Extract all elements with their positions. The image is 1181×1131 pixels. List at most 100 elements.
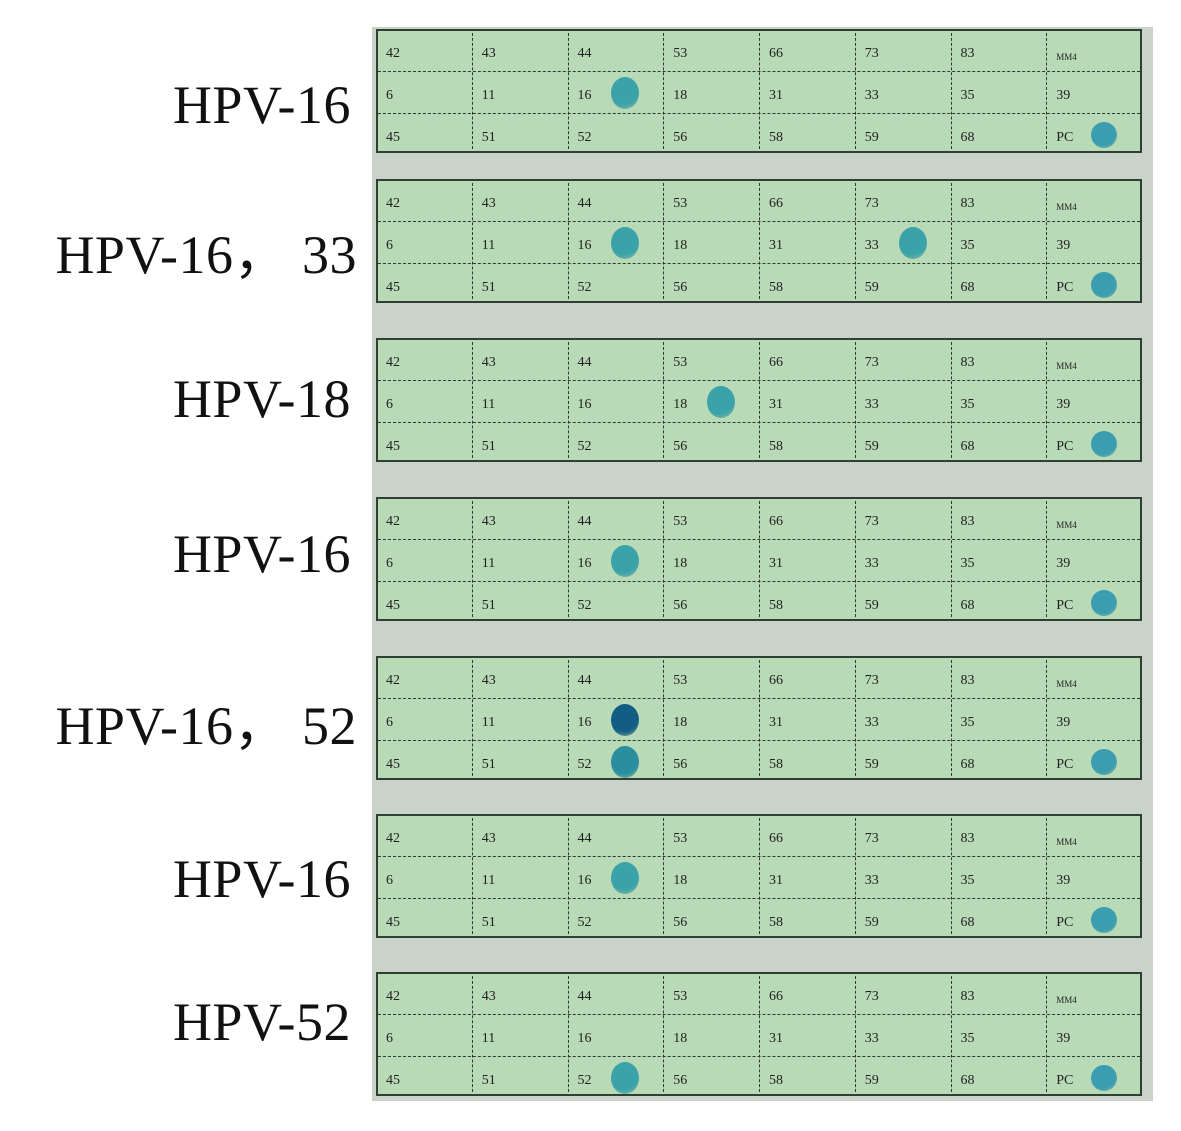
cell-label: 83 <box>960 989 975 1004</box>
cell-label: 16 <box>577 715 592 730</box>
cell-label: 45 <box>386 280 400 295</box>
grid-line <box>854 183 856 299</box>
cell-label: 58 <box>769 280 783 295</box>
cell-label: 51 <box>481 439 496 454</box>
grid-line <box>950 818 952 934</box>
grid-line <box>471 183 473 299</box>
cell-label: 31 <box>769 715 783 730</box>
cell-label: 33 <box>864 873 879 888</box>
cell-label: 59 <box>864 598 879 613</box>
control-spot <box>1091 907 1118 933</box>
cell-label: 11 <box>481 397 496 412</box>
grid-line <box>950 33 952 149</box>
cell-label: 31 <box>769 88 783 103</box>
cell-label: 33 <box>864 1031 879 1046</box>
cell-label: 16 <box>577 397 592 412</box>
cell-label: 58 <box>769 915 783 930</box>
cell-label: 66 <box>769 673 783 688</box>
cell-label: 44 <box>577 196 592 211</box>
grid-line <box>471 33 473 149</box>
cell-label: PC <box>1056 1073 1074 1088</box>
cell-label: 18 <box>673 88 688 103</box>
cell-label: 11 <box>481 88 496 103</box>
cell-label: 39 <box>1056 88 1071 103</box>
cell-label: 53 <box>673 514 688 529</box>
grid-line <box>950 976 952 1092</box>
cell-label: 73 <box>864 514 879 529</box>
cell-label: 56 <box>673 439 688 454</box>
cell-label: 43 <box>481 46 496 61</box>
cell-label: 56 <box>673 915 688 930</box>
cell-label: 16 <box>577 238 592 253</box>
cell-label: 59 <box>864 915 879 930</box>
cell-label: 42 <box>386 514 400 529</box>
cell-label: 53 <box>673 46 688 61</box>
control-spot <box>1091 749 1118 775</box>
cell-label: 31 <box>769 397 783 412</box>
cell-label: PC <box>1056 598 1074 613</box>
cell-label: 68 <box>960 757 975 772</box>
cell-label: 39 <box>1056 397 1071 412</box>
cell-label: 59 <box>864 280 879 295</box>
grid-line <box>854 501 856 617</box>
cell-label: 43 <box>481 831 496 846</box>
cell-label: 6 <box>386 873 393 888</box>
grid-line <box>471 818 473 934</box>
grid-line <box>663 501 665 617</box>
cell-label: 39 <box>1056 1031 1071 1046</box>
test-strip: 42 43 44 53 66 73 83 MM4 6 11 16 18 31 33 35 39 45 51 52 56… <box>376 972 1142 1096</box>
grid-line <box>759 501 760 617</box>
cell-label: 6 <box>386 556 393 571</box>
cell-label: 51 <box>481 1073 496 1088</box>
positive-spot <box>611 1062 640 1094</box>
positive-spot <box>611 862 640 894</box>
cell-label: 6 <box>386 238 393 253</box>
grid-line <box>663 183 665 299</box>
grid-line <box>471 342 473 458</box>
cell-label: MM4 <box>1056 520 1077 530</box>
cell-label: 31 <box>769 238 783 253</box>
grid-line <box>663 976 665 1092</box>
cell-label: 11 <box>481 556 496 571</box>
cell-label: 43 <box>481 196 496 211</box>
cell-label: 68 <box>960 439 975 454</box>
cell-label: 33 <box>864 715 879 730</box>
grid-line <box>950 183 952 299</box>
cell-label: 83 <box>960 196 975 211</box>
cell-label: 43 <box>481 355 496 370</box>
sample-label: HPV-16， 52 <box>55 696 357 756</box>
cell-label: 31 <box>769 556 783 571</box>
cell-label: 18 <box>673 238 688 253</box>
grid-line <box>567 183 569 299</box>
cell-label: 6 <box>386 88 393 103</box>
grid-line <box>759 818 760 934</box>
cell-label: 58 <box>769 598 783 613</box>
strip-panel: 42 43 44 53 66 73 83 MM4 6 11 16 18 31 33 35 39 45 51 52 56… <box>372 27 1153 1101</box>
cell-label: 52 <box>577 1073 592 1088</box>
grid-line <box>1046 818 1048 934</box>
grid-line <box>1046 33 1048 149</box>
cell-label: 52 <box>577 915 592 930</box>
cell-label: 51 <box>481 757 496 772</box>
grid-line <box>567 501 569 617</box>
sample-label: HPV-16 <box>172 849 351 909</box>
cell-label: 11 <box>481 1031 496 1046</box>
grid-line <box>567 33 569 149</box>
cell-label: 45 <box>386 130 400 145</box>
cell-label: 35 <box>960 556 975 571</box>
grid-line <box>1046 183 1048 299</box>
cell-label: 83 <box>960 514 975 529</box>
cell-label: 52 <box>577 280 592 295</box>
grid-line <box>567 976 569 1092</box>
sample-label: HPV-52 <box>172 992 351 1052</box>
cell-label: 44 <box>577 355 592 370</box>
cell-label: MM4 <box>1056 202 1077 212</box>
grid-line <box>759 342 760 458</box>
cell-label: 35 <box>960 1031 975 1046</box>
sample-label: HPV-16， 33 <box>55 225 357 285</box>
grid-line <box>854 818 856 934</box>
cell-label: 33 <box>864 397 879 412</box>
cell-label: 33 <box>864 88 879 103</box>
cell-label: PC <box>1056 439 1074 454</box>
